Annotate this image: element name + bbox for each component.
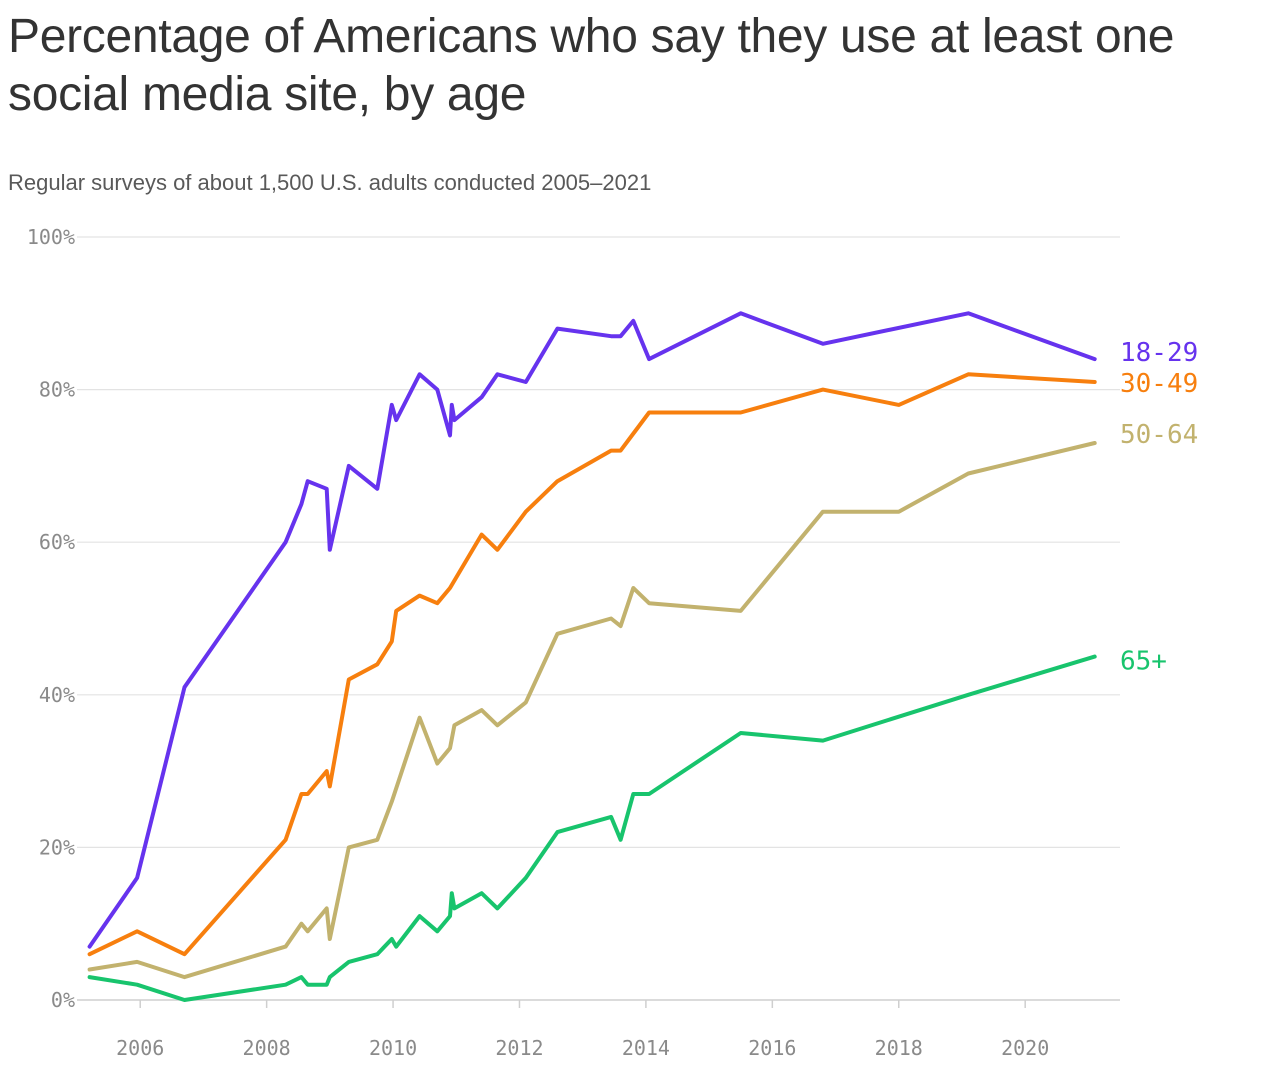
y-tick-label: 20% [39, 835, 75, 859]
y-tick-label: 60% [39, 530, 75, 554]
series-label-30-49: 30-49 [1120, 369, 1198, 399]
x-tick-label: 2018 [875, 1036, 923, 1060]
series-line-50-64 [87, 441, 1097, 980]
x-tick-label: 2020 [1001, 1036, 1049, 1060]
y-tick-label: 0% [51, 988, 75, 1012]
y-axis: 0% 20% 40% 60% 80% 100% [27, 225, 75, 1012]
y-tick-label: 80% [39, 378, 75, 402]
series-label-18-29: 18-29 [1120, 338, 1198, 368]
x-tick-label: 2010 [369, 1036, 417, 1060]
series-line-65+ [87, 654, 1097, 1002]
gridlines [77, 236, 1120, 1001]
x-axis: 2006 2008 2010 2012 2014 2016 2018 2020 [116, 1000, 1049, 1060]
x-tick-label: 2012 [495, 1036, 543, 1060]
x-tick-label: 2008 [243, 1036, 291, 1060]
y-tick-label: 40% [39, 683, 75, 707]
x-tick-label: 2006 [116, 1036, 164, 1060]
x-tick-label: 2014 [622, 1036, 670, 1060]
series-line-18-29 [87, 311, 1097, 949]
chart-subtitle: Regular surveys of about 1,500 U.S. adul… [8, 170, 652, 195]
series-lines [87, 311, 1097, 1002]
y-tick-label: 100% [27, 225, 75, 249]
series-label-65+: 65+ [1120, 647, 1167, 677]
x-tick-label: 2016 [748, 1036, 796, 1060]
series-label-50-64: 50-64 [1120, 420, 1198, 450]
chart-title: Percentage of Americans who say they use… [8, 10, 1175, 121]
series-line-30-49 [87, 372, 1097, 957]
